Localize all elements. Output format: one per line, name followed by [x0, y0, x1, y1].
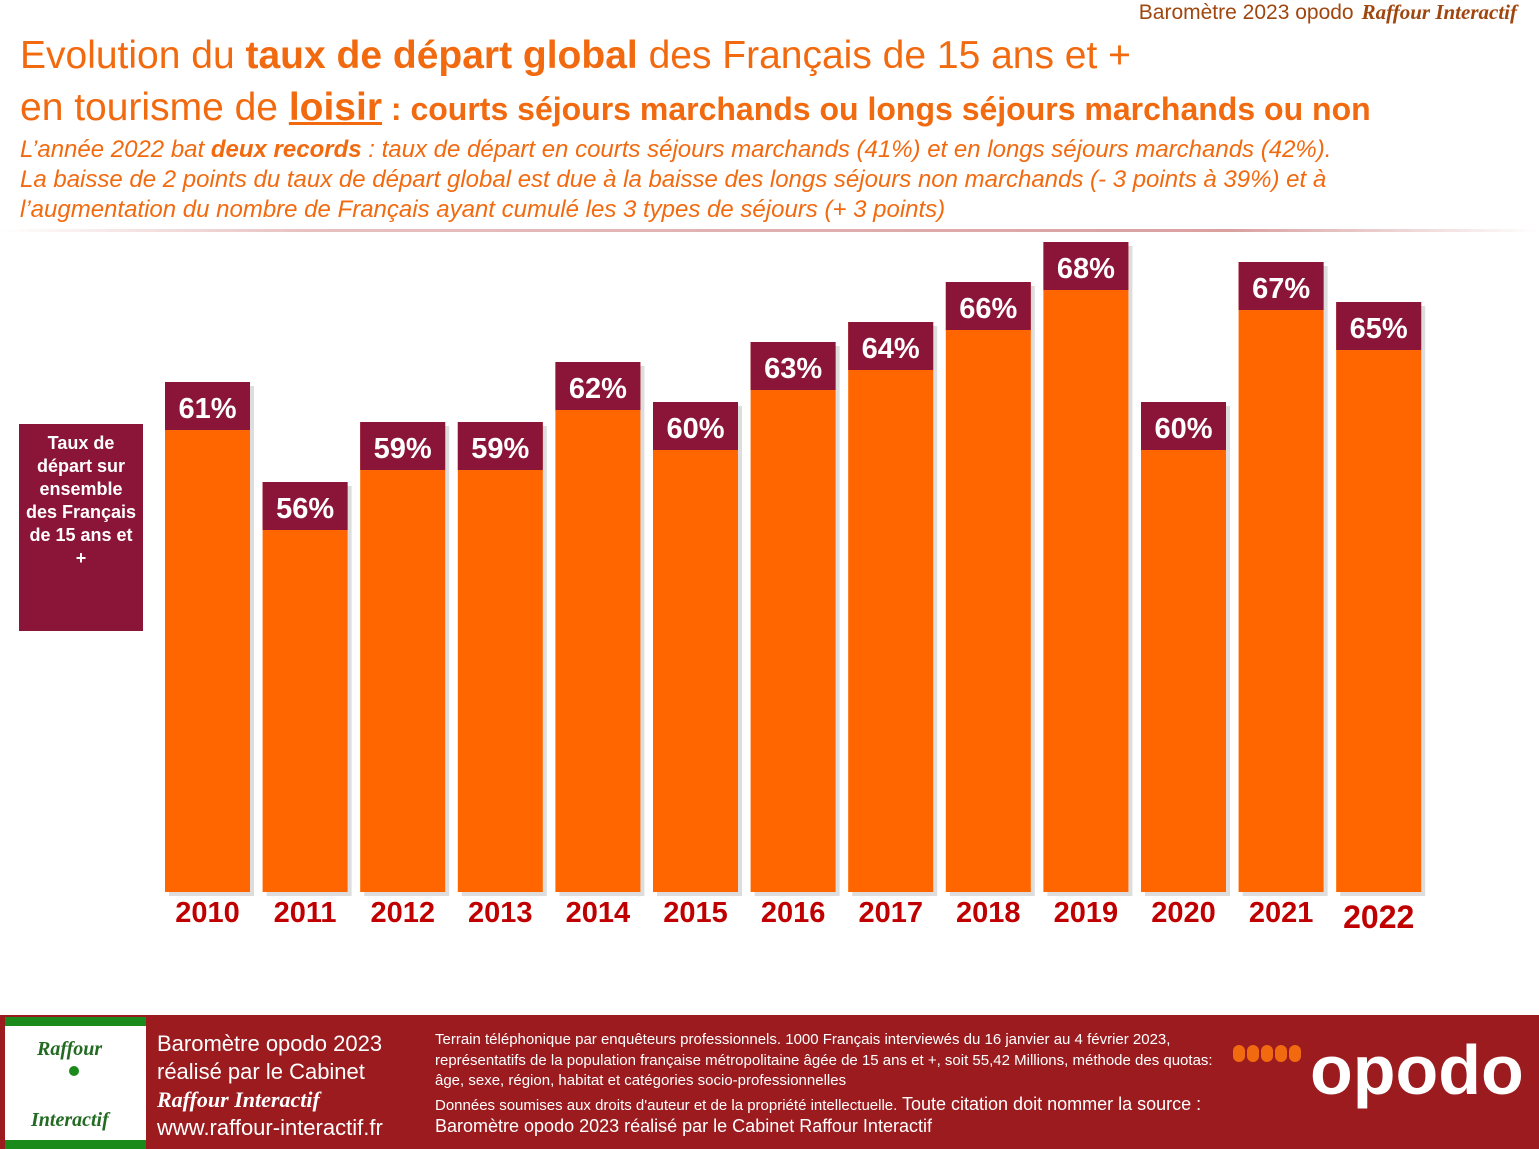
bar-2022	[1336, 302, 1422, 892]
data-label-box	[1141, 402, 1226, 450]
data-label-box	[555, 362, 641, 410]
data-label-box	[1043, 242, 1129, 290]
header-brand: Baromètre 2023 opodo Raffour Interactif	[1139, 0, 1517, 25]
raffour-logo: Raffour Interactif	[5, 1017, 146, 1149]
website-link[interactable]: www.raffour-interactif.fr	[157, 1115, 383, 1140]
data-label-2020: 60%	[1154, 413, 1212, 445]
bar-2011	[262, 482, 348, 892]
x-tick-2014: 2014	[566, 897, 631, 929]
data-label-box	[360, 422, 446, 470]
x-tick-2015: 2015	[663, 897, 728, 929]
footer	[0, 1015, 1539, 1149]
brand-text: Baromètre 2023 opodo	[1138, 1, 1354, 24]
data-label-2021: 67%	[1252, 273, 1310, 305]
bar-2013	[457, 422, 543, 892]
bar-2019	[1043, 242, 1129, 892]
bar-2014	[555, 362, 641, 892]
t1c: des Français de 15 ans et +	[637, 34, 1131, 77]
data-label-2010: 61%	[178, 393, 236, 425]
bar-2021	[1238, 262, 1324, 892]
brand-italic: Raffour Interactif	[1361, 0, 1517, 24]
x-tick-2011: 2011	[274, 897, 337, 929]
data-label-box	[457, 422, 543, 470]
footer-method: Terrain téléphonique par enquêteurs prof…	[435, 1030, 1235, 1139]
x-tick-2013: 2013	[468, 897, 533, 929]
y-axis-label: Taux de départ sur ensemble des Français…	[19, 424, 143, 631]
data-label-2015: 60%	[666, 413, 724, 445]
data-label-2011: 56%	[276, 493, 334, 525]
bar-2010	[165, 382, 250, 892]
x-tick-2010: 2010	[175, 897, 240, 929]
bar-2015	[653, 402, 738, 892]
data-label-2017: 64%	[862, 333, 920, 365]
separator	[0, 229, 1539, 232]
rights-text: Données soumises aux droits d'auteur et …	[435, 1096, 898, 1114]
data-label-2013: 59%	[471, 433, 529, 465]
credit-2: réalisé par le Cabinet	[157, 1059, 365, 1084]
chart-title-line2: en tourisme de loisir : courts séjours m…	[20, 86, 1371, 130]
data-label-box	[1238, 262, 1324, 310]
data-label-box	[262, 482, 348, 530]
logo-top: Raffour	[37, 1038, 103, 1060]
data-label-box	[750, 342, 836, 390]
chart-title-line1: Evolution du taux de départ global des F…	[20, 34, 1131, 78]
x-tick-2019: 2019	[1054, 897, 1119, 929]
data-label-box	[945, 282, 1031, 330]
x-tick-2017: 2017	[858, 897, 923, 929]
cite-text: Toute citation doit nommer la source : B…	[435, 1093, 1202, 1137]
data-label-2016: 63%	[764, 353, 822, 385]
bar-2016	[750, 342, 836, 892]
x-tick-2020: 2020	[1151, 897, 1216, 929]
data-label-2018: 66%	[959, 293, 1017, 325]
x-tick-2012: 2012	[370, 897, 435, 929]
subtitle-1: L’année 2022 bat deux records : taux de …	[20, 136, 1331, 164]
footer-credits: Baromètre opodo 2023 réalisé par le Cabi…	[157, 1030, 383, 1142]
data-label-box	[848, 322, 934, 370]
logo-bottom: Interactif	[31, 1109, 109, 1131]
logo-star-icon	[69, 1066, 79, 1076]
data-label-box	[1336, 302, 1422, 350]
s1b: deux records	[210, 136, 362, 163]
data-label-2019: 68%	[1057, 253, 1115, 285]
data-label-2022: 65%	[1350, 313, 1408, 345]
bar-2020	[1141, 402, 1226, 892]
bar-2018	[945, 282, 1031, 892]
s1c: : taux de départ en courts séjours march…	[361, 136, 1332, 163]
x-tick-2018: 2018	[956, 897, 1021, 929]
credit-3: Raffour Interactif	[157, 1087, 320, 1112]
opodo-dots-icon	[1233, 1045, 1303, 1067]
opodo-logo: opodo	[1310, 1031, 1524, 1109]
data-label-box	[165, 382, 250, 430]
bar-2017	[848, 322, 934, 892]
x-tick-2022: 2022	[1343, 899, 1414, 935]
bar-2012	[360, 422, 446, 892]
subtitle-3: l’augmentation du nombre de Français aya…	[20, 196, 946, 223]
t2b: loisir	[288, 86, 383, 129]
t2a: en tourisme de	[20, 86, 289, 129]
subtitle-2: La baisse de 2 points du taux de départ …	[20, 166, 1327, 193]
x-tick-2016: 2016	[761, 897, 826, 929]
data-label-2014: 62%	[569, 373, 627, 405]
data-label-2012: 59%	[374, 433, 432, 465]
bar-chart: 61% 2010 56% 2011 59% 2012 59% 2013 62% 2014 60% 20…	[165, 242, 1426, 935]
t2c: : courts séjours marchands ou longs séjo…	[382, 91, 1371, 127]
s1a: L’année 2022 bat	[20, 136, 211, 163]
x-tick-2021: 2021	[1249, 897, 1314, 929]
method-text: Terrain téléphonique par enquêteurs prof…	[435, 1031, 1213, 1089]
t1b: taux de départ global	[245, 34, 638, 77]
decorative-curve	[1419, 930, 1539, 1020]
data-label-box	[653, 402, 738, 450]
credit-1: Baromètre opodo 2023	[157, 1031, 383, 1056]
t1a: Evolution du	[20, 34, 246, 77]
